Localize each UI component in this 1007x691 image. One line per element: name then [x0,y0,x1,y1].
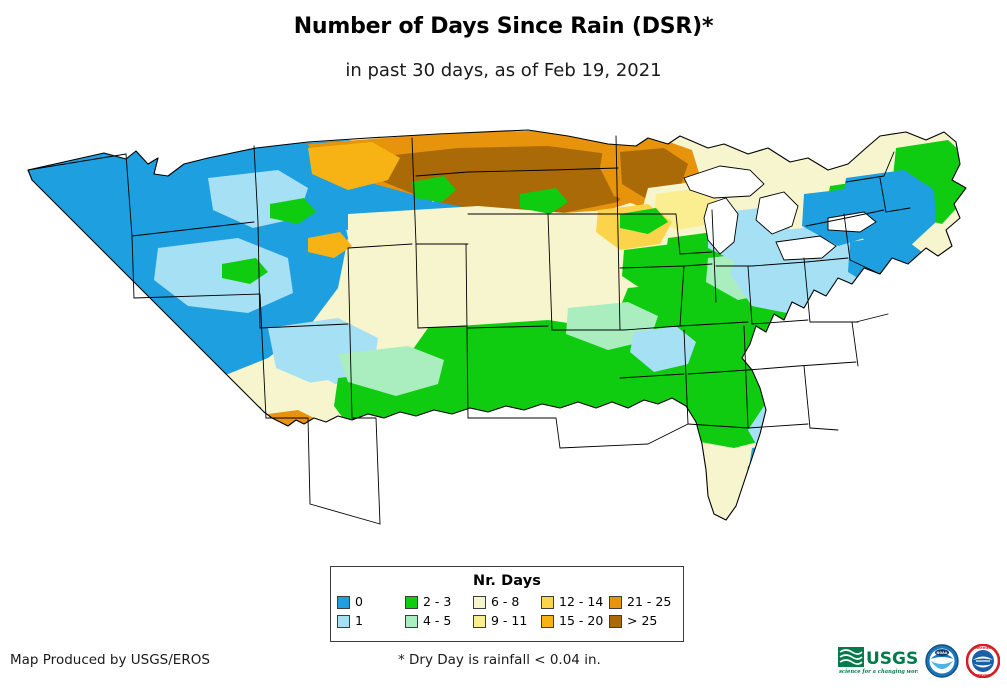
dsr-speckle-orange-a [308,232,352,258]
legend-swatch-icon [609,596,622,609]
legend-item-label: > 25 [627,613,658,629]
usgs-tagline: science for a changing world [839,669,918,675]
state-boundaries [27,135,911,525]
dsr-region-iowa-2-3 [622,244,698,296]
legend-swatch-icon [337,615,350,628]
nws-wordmark-bottom: SERVICE [976,673,990,677]
map-svg [27,129,967,525]
dsr-region-florida-0 [746,442,804,520]
dsr-region-carolinas-1 [772,360,884,436]
legend-item-label: 12 - 14 [559,594,604,610]
national-boundary [27,129,967,521]
legend-item-label: 9 - 11 [491,613,528,629]
dsr-speckle-palegreen-ca [146,402,190,428]
dsr-region-texas-w-4-5 [438,410,548,458]
legend-item-1: 1 [337,612,405,631]
legend-item-6-8: 6 - 8 [473,593,541,612]
legend-item-label: 1 [355,613,363,629]
legend-swatch-icon [473,596,486,609]
legend-item-21-25: 21 - 25 [609,593,677,612]
legend-item-label: 0 [355,594,363,610]
page-title: Number of Days Since Rain (DSR)* [293,14,714,39]
legend-item-4-5: 4 - 5 [405,612,473,631]
noaa-wordmark: NOAA [937,651,948,655]
legend-swatch-icon [473,615,486,628]
dsr-raster-layer [28,130,966,520]
legend-item-label: 15 - 20 [559,613,604,629]
dry-day-footnote: * Dry Day is rainfall < 0.04 in. [398,652,601,668]
dsr-region-wv-4-5 [810,298,874,344]
legend-swatch-icon [609,615,622,628]
agency-logos: USGS science for a changing world NOAA W… [838,640,1000,682]
dsr-region-sflorida-2-3 [744,460,792,510]
dsr-region-deepsouth-2-3 [646,360,804,448]
map-legend: Nr. Days 0 1 2 - 3 4 - 5 6 - 8 9 - 11 [330,566,684,642]
map-credit: Map Produced by USGS/EROS [10,652,210,668]
dsr-speckle-green-b [520,188,568,214]
dsr-region-delmarva-0 [862,280,938,342]
dsr-speckle-green-d [270,198,316,224]
usgs-logo: USGS science for a changing world [838,647,918,675]
dsr-choropleth-map [8,118,1000,548]
legend-swatch-icon [405,615,418,628]
dsr-region-newmexico-2-3 [304,436,474,520]
legend-item-9-11: 9 - 11 [473,612,541,631]
dsr-region-nflorida-0 [766,412,834,482]
dsr-region-texas-2-3 [382,436,664,520]
lake-erie [775,235,837,261]
legend-item-label: 6 - 8 [491,594,520,610]
nws-logo: WEATHER SERVICE [966,644,1000,678]
usgs-wordmark: USGS [866,649,918,669]
legend-item-2-3: 2 - 3 [405,593,473,612]
legend-items: 0 1 2 - 3 4 - 5 6 - 8 9 - 11 12 - 14 [331,593,683,631]
dsr-region-georgia-1 [748,398,856,470]
dsr-region-nc-coast-0 [840,328,916,390]
legend-swatch-icon [541,596,554,609]
legend-item-15-20: 15 - 20 [541,612,609,631]
dsr-region-utah-e-4-5 [338,346,444,396]
dsr-region-california-0 [38,373,193,498]
legend-item-gt25: > 25 [609,612,677,631]
dsr-speckle-brown-tx [476,442,518,468]
dsr-region-arizona-15-20 [168,434,326,520]
lake-ontario [827,211,877,233]
dsr-region-arizona-core-21-25 [184,448,304,508]
dsr-region-stexas-1 [440,424,542,482]
dsr-speckle-green-a [412,176,456,202]
legend-title: Nr. Days [472,573,542,589]
legend-item-label: 21 - 25 [627,594,672,610]
dsr-region-mississippi-1 [630,326,696,372]
legend-swatch-icon [405,596,418,609]
legend-item-0: 0 [337,593,405,612]
dsr-speckle-green-e [222,258,268,284]
legend-item-label: 4 - 5 [423,613,452,629]
lake-huron [755,191,799,235]
dsr-region-virginia-1 [808,316,910,390]
page-subtitle: in past 30 days, as of Feb 19, 2021 [345,60,662,81]
legend-item-12-14: 12 - 14 [541,593,609,612]
legend-swatch-icon [541,615,554,628]
dsr-region-montana-ne-15-20 [308,142,400,190]
dsr-speckle-brown-stx [538,484,586,512]
legend-item-label: 2 - 3 [423,594,452,610]
lake-superior [683,165,765,199]
noaa-logo: NOAA [925,644,959,678]
nws-wordmark-top: WEATHER [975,646,992,650]
dsr-speckle-green-c [620,208,668,234]
dsr-region-kansas-6-8 [376,262,620,324]
dsr-region-sc-coast-0 [816,372,888,432]
great-lakes-layer [683,165,877,261]
legend-swatch-icon [337,596,350,609]
